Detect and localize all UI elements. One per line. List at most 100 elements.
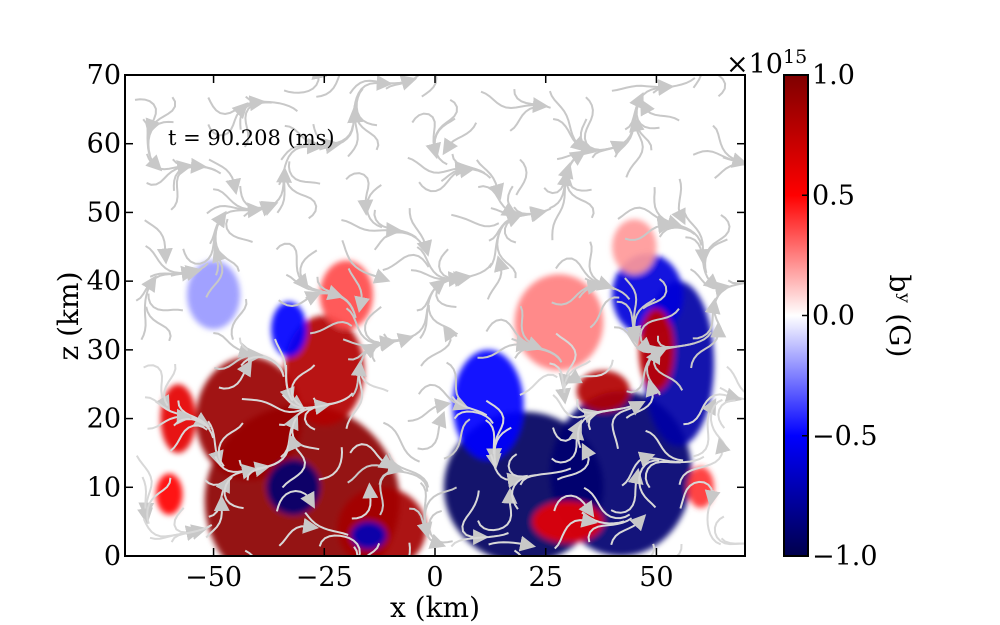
streamline — [409, 507, 447, 549]
streamline — [240, 355, 285, 378]
streamline — [548, 90, 587, 153]
streamline — [477, 336, 533, 359]
streamline — [451, 395, 488, 417]
streamline — [347, 106, 364, 158]
streamline — [205, 495, 230, 539]
colorbar-tick-label: −0.5 — [812, 421, 878, 452]
streamline — [679, 480, 721, 509]
colorbar-ticks: 1.0 0.5 0.0 −0.5 −1.0 — [802, 60, 878, 572]
streamline — [341, 239, 391, 284]
streamline — [143, 364, 171, 413]
streamline — [578, 285, 615, 299]
streamline — [476, 159, 505, 201]
streamline — [478, 185, 519, 217]
streamline — [461, 490, 490, 546]
streamline — [135, 455, 155, 519]
streamline — [353, 546, 359, 556]
streamline — [640, 543, 683, 556]
streamline — [640, 98, 680, 122]
streamline — [382, 421, 421, 463]
streamline — [722, 156, 745, 165]
streamline — [611, 401, 646, 449]
streamline — [635, 308, 680, 354]
streamline — [583, 486, 631, 520]
streamline — [347, 459, 404, 484]
streamline — [515, 158, 528, 196]
streamline — [407, 398, 452, 422]
streamline — [658, 226, 696, 238]
streamline — [726, 365, 745, 394]
streamline — [347, 267, 370, 313]
y-tick-label: 0 — [104, 541, 121, 572]
streamline — [351, 482, 379, 520]
colorbar-multiplier: ×1015 — [726, 46, 807, 80]
streamline — [145, 306, 172, 342]
streamline — [616, 300, 642, 346]
streamline — [690, 321, 727, 369]
streamline — [147, 96, 176, 141]
streamline — [243, 101, 272, 148]
streamline — [354, 104, 380, 151]
streamline — [645, 429, 684, 462]
x-tick-label: −50 — [185, 562, 242, 593]
streamline — [514, 347, 563, 363]
streamline — [423, 486, 458, 535]
streamline — [433, 117, 456, 166]
streamline — [611, 79, 675, 96]
streamline — [309, 320, 353, 335]
x-axis: −50 −25 0 25 50 — [185, 75, 674, 593]
streamline — [549, 362, 572, 405]
streamline — [230, 298, 248, 340]
heatmap-region-16 — [576, 370, 630, 412]
streamline — [442, 122, 478, 156]
streamline — [428, 509, 453, 544]
streamline — [276, 166, 293, 214]
streamline — [379, 470, 398, 516]
streamline — [610, 514, 647, 546]
streamline — [278, 291, 322, 308]
streamline — [285, 364, 306, 411]
streamlines — [134, 75, 745, 556]
heatmap-region-4 — [319, 260, 373, 330]
y-tick-label: 30 — [87, 335, 121, 366]
streamline — [349, 443, 396, 470]
streamline — [451, 213, 500, 228]
y-tick-label: 10 — [87, 472, 121, 503]
streamline — [446, 361, 460, 399]
heatmap-region-20 — [612, 219, 657, 275]
streamline — [509, 105, 545, 132]
streamline — [638, 459, 660, 509]
streamline — [645, 347, 684, 391]
streamline — [169, 424, 208, 452]
colorbar-tick-label: 0.0 — [812, 301, 855, 332]
streamline — [207, 420, 224, 467]
streamline — [303, 397, 348, 431]
colorbar-tick-label: −1.0 — [812, 541, 878, 572]
streamline — [299, 249, 322, 293]
streamline — [420, 324, 459, 367]
streamline — [163, 363, 177, 407]
streamline — [278, 517, 320, 547]
streamline — [488, 535, 537, 552]
streamline — [364, 306, 382, 344]
colorbar-label: bʸ (G) — [883, 275, 916, 358]
y-tick-label: 20 — [87, 404, 121, 435]
x-tick-label: 25 — [529, 562, 563, 593]
streamline — [714, 163, 745, 179]
streamline — [554, 511, 598, 550]
streamline — [704, 238, 728, 274]
streamline — [624, 218, 674, 241]
streamline — [493, 426, 512, 466]
streamline — [365, 184, 383, 229]
streamline — [453, 410, 494, 425]
streamline — [689, 268, 731, 297]
streamline — [551, 169, 573, 241]
streamline — [207, 102, 249, 137]
heatmap-region-6 — [156, 473, 183, 515]
colorbar-tick-label: 0.5 — [812, 180, 855, 211]
annotation-time: t = 90.208 (ms) — [168, 126, 335, 150]
streamline — [365, 542, 381, 556]
streamline — [345, 360, 367, 429]
heatmap-region-8 — [350, 521, 387, 550]
